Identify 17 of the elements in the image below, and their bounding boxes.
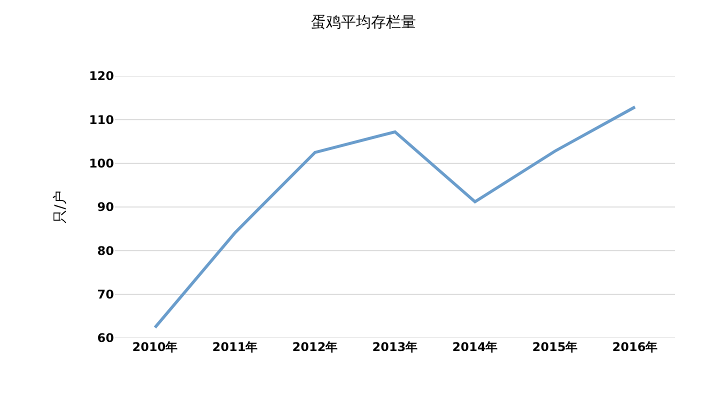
line-series [154, 106, 636, 330]
chart-title: 蛋鸡平均存栏量 [311, 12, 416, 31]
x-tick-label: 2010年 [132, 340, 178, 354]
x-tick-label: 2012年 [292, 340, 338, 354]
x-tick-label: 2015年 [532, 340, 578, 354]
x-tick-label: 2013年 [372, 340, 418, 354]
y-tick-label: 90 [97, 200, 114, 214]
y-tick-label: 110 [88, 112, 114, 127]
x-tick-label: 2014年 [452, 340, 498, 354]
y-tick-label: 120 [88, 69, 114, 84]
x-tick-label: 2011年 [212, 340, 258, 354]
y-tick-label: 100 [88, 156, 114, 171]
y-tick-label: 80 [97, 244, 114, 258]
y-axis-title: 只/户 [52, 190, 69, 224]
y-tick-label: 70 [97, 288, 114, 302]
x-tick-label: 2016年 [612, 340, 658, 354]
y-tick-label: 60 [97, 331, 114, 346]
